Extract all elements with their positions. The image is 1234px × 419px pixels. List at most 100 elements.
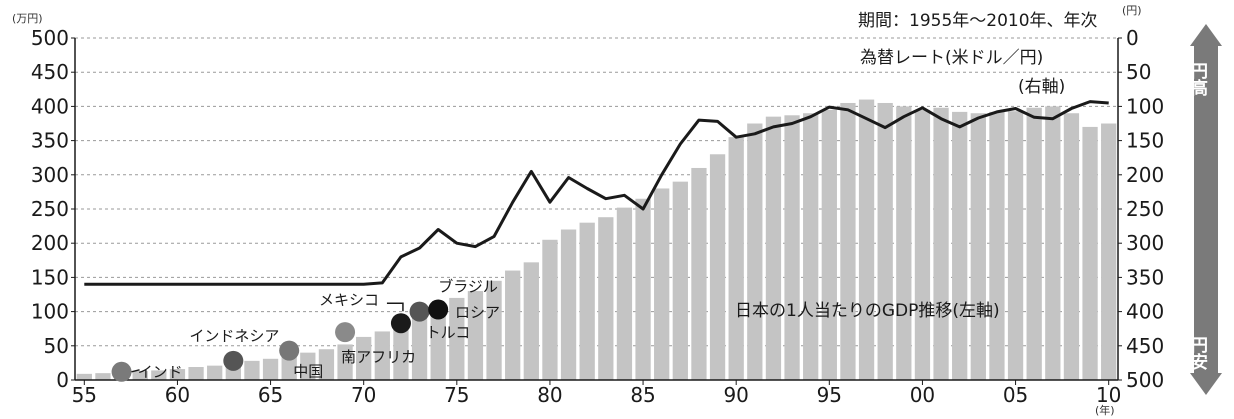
x-tick-label: 95 <box>817 383 842 407</box>
country-label: トルコ <box>426 324 471 342</box>
gdp-bar <box>449 297 465 380</box>
gdp-bar <box>598 217 614 380</box>
yen-high-label: 円高 <box>1187 62 1208 97</box>
country-marker <box>428 299 449 320</box>
right-tick-label: 200 <box>1126 163 1164 187</box>
right-tick-label: 500 <box>1126 368 1164 392</box>
left-tick-label: 0 <box>56 368 69 392</box>
country-marker <box>111 361 132 382</box>
gdp-bar <box>803 113 819 381</box>
x-axis-unit: (年) <box>1095 403 1115 417</box>
gdp-bar <box>989 111 1005 380</box>
gdp-bar <box>709 154 726 380</box>
country-label: インドネシア <box>189 327 279 345</box>
gdp-bar <box>896 106 912 381</box>
left-tick-label: 300 <box>31 163 69 187</box>
x-tick-label: 80 <box>537 383 562 407</box>
gdp-bar <box>821 109 837 380</box>
gdp-bar <box>95 373 111 380</box>
country-marker <box>223 350 244 371</box>
right-tick-label: 150 <box>1126 129 1164 153</box>
left-tick-label: 50 <box>44 334 69 358</box>
x-tick-label: 60 <box>165 383 190 407</box>
gdp-bar <box>430 304 446 380</box>
gdp-bar <box>523 262 539 380</box>
country-label: 中国 <box>293 363 323 381</box>
left-tick-label: 450 <box>31 60 69 84</box>
gdp-bar <box>76 373 92 380</box>
x-tick-label: 65 <box>258 383 283 407</box>
gdp-bar <box>411 312 428 380</box>
country-marker <box>409 301 430 322</box>
country-marker <box>390 313 411 334</box>
gdp-bar <box>356 336 372 380</box>
gdp-bar <box>952 111 968 380</box>
gdp-bar <box>132 371 148 380</box>
country-label: メキシコ <box>319 291 379 309</box>
label-leader <box>386 302 404 312</box>
gdp-bar <box>542 239 558 380</box>
country-label: ブラジル <box>438 278 498 296</box>
gdp-bar <box>151 370 167 380</box>
gdp-bar <box>1082 126 1098 380</box>
gdp-bar <box>188 367 204 380</box>
gdp-bar <box>877 102 893 380</box>
gdp-bar <box>654 188 670 380</box>
x-tick-label: 00 <box>910 383 935 407</box>
left-tick-label: 500 <box>31 26 69 50</box>
gdp-bar <box>784 115 800 381</box>
country-marker <box>279 340 300 361</box>
left-tick-label: 250 <box>31 197 69 221</box>
gdp-bar <box>579 222 595 380</box>
country-label: ロシア <box>455 304 500 322</box>
left-tick-label: 400 <box>31 94 69 118</box>
exchange-rate-label: 為替レート(米ドル／円) <box>860 48 1043 68</box>
gdp-bar <box>728 137 744 380</box>
gdp-bar <box>672 181 688 380</box>
gdp-bar <box>486 280 502 380</box>
period-caption: 期間：1955年〜2010年、年次 <box>858 11 1098 31</box>
gdp-bars <box>76 99 1117 381</box>
gdp-bar <box>393 325 409 380</box>
gdp-bar <box>635 198 651 380</box>
country-label: インド <box>138 363 183 381</box>
right-tick-label: 400 <box>1126 300 1164 324</box>
gdp-bar <box>374 331 390 380</box>
right-tick-label: 100 <box>1126 94 1164 118</box>
right-tick-label: 50 <box>1126 60 1151 84</box>
gdp-bar <box>970 113 986 381</box>
right-axis-unit: (円) <box>1122 4 1142 17</box>
gdp-bar <box>1045 106 1061 381</box>
x-tick-label: 70 <box>351 383 376 407</box>
gdp-bar <box>914 109 931 380</box>
yen-direction-arrow: 円高 円安 <box>1187 24 1222 395</box>
gdp-bar <box>169 369 186 380</box>
left-tick-label: 350 <box>31 129 69 153</box>
gdp-bar <box>560 229 577 380</box>
gdp-bar <box>1007 111 1024 381</box>
x-ticks: 55 60 65 70 75 80 85 90 95 00 05 10 <box>72 380 1121 407</box>
right-y-ticks: 0 50 100 150 200 250 300 350 400 450 500 <box>1118 26 1164 392</box>
gdp-bar <box>281 356 297 380</box>
left-tick-label: 100 <box>31 300 69 324</box>
gdp-bar <box>244 360 260 380</box>
gdp-bar <box>1101 123 1117 380</box>
country-label: 南アフリカ <box>341 348 416 366</box>
right-tick-label: 0 <box>1126 26 1139 50</box>
gdp-bar <box>747 123 763 380</box>
x-tick-label: 75 <box>444 383 469 407</box>
gdp-bar <box>1026 107 1042 380</box>
yen-low-label: 円安 <box>1187 336 1208 371</box>
country-marker <box>335 322 356 343</box>
left-y-ticks: 0 50 100 150 200 250 300 350 400 450 500 <box>31 26 75 392</box>
gdp-bar <box>207 365 223 380</box>
left-tick-label: 150 <box>31 265 69 289</box>
gdp-series-label: 日本の1人当たりのGDP推移(左軸) <box>735 301 1000 321</box>
gdp-bar <box>933 107 949 380</box>
right-tick-label: 450 <box>1126 334 1164 358</box>
gdp-bar <box>300 352 316 380</box>
label-leader <box>131 369 140 373</box>
right-tick-label: 350 <box>1126 265 1164 289</box>
